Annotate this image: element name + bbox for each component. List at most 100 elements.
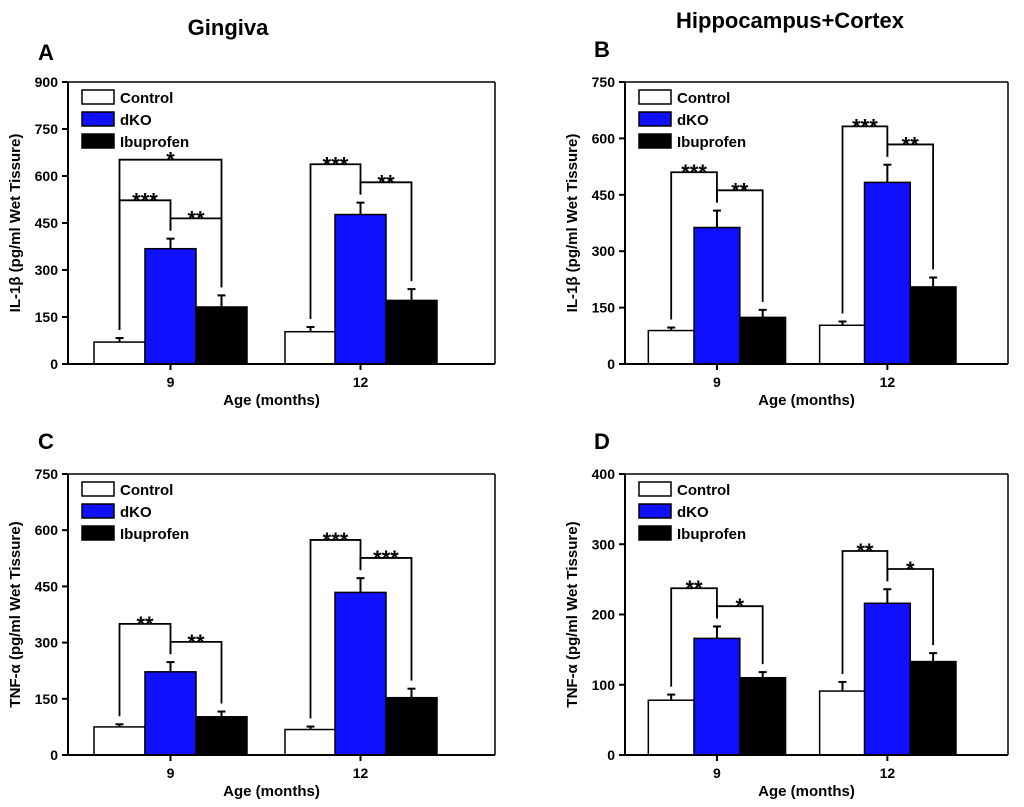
y-tick-label: 900 [35,74,59,90]
y-tick-label: 0 [607,747,615,763]
significance-bracket [670,171,718,320]
y-tick-label: 150 [35,691,59,707]
significance-label: *** [323,528,349,553]
bar-ibuprofen-12 [909,286,957,365]
panel-letter: A [38,40,54,65]
bar-control-9 [647,329,695,365]
significance-bracket [118,158,223,330]
legend-label-ibuprofen: Ibuprofen [677,526,746,543]
significance-bracket [670,587,718,687]
bar-ibuprofen-12 [909,660,957,756]
x-tick-label: 9 [167,374,175,390]
significance-bracket [359,557,413,681]
y-tick-label: 300 [592,243,616,259]
y-axis-title: TNF-α (pg/ml Wet Tissure) [564,521,581,707]
panel-letter: C [38,429,54,454]
bar-control-12 [284,728,337,756]
x-tick-label: 12 [353,374,369,390]
legend-swatch-ibuprofen [638,133,672,149]
bar-ibuprofen-9 [195,306,248,365]
y-axis-title: IL-1β (pg/ml Wet Tissure) [7,134,24,313]
y-tick-label: 0 [607,356,615,372]
bar-control-9 [93,726,146,756]
bar-dko-12 [334,213,387,365]
y-axis-title: IL-1β (pg/ml Wet Tissure) [564,134,581,313]
y-tick-label: 750 [592,74,616,90]
significance-bracket [841,550,889,674]
x-axis-title: Age (months) [223,392,320,409]
bar-control-12 [818,690,867,756]
y-tick-label: 750 [35,121,59,137]
bar-ibuprofen-12 [385,299,438,365]
y-tick-label: 450 [592,187,616,203]
y-tick-label: 150 [592,300,616,316]
legend-swatch-control [638,89,672,105]
x-axis-title: Age (months) [758,783,855,800]
significance-bracket [886,568,935,646]
bar-dko-12 [863,602,911,756]
legend-label-ibuprofen: Ibuprofen [120,134,189,151]
column-title-gingiva: Gingiva [188,15,269,40]
legend-label-control: Control [677,482,730,499]
bar-control-12 [284,330,337,365]
bar-dko-9 [693,226,741,365]
significance-label: ** [902,132,920,157]
significance-label: ** [686,576,704,601]
y-tick-label: 200 [592,607,616,623]
significance-bracket [886,143,935,270]
significance-bracket [716,605,764,665]
y-tick-label: 300 [592,536,616,552]
significance-label: ** [187,630,205,655]
y-tick-label: 0 [50,356,58,372]
bar-ibuprofen-9 [195,716,248,756]
significance-label: * [906,557,915,582]
significance-bracket [309,163,362,320]
legend-label-ibuprofen: Ibuprofen [677,134,746,151]
bar-ibuprofen-9 [739,676,787,756]
y-tick-label: 600 [35,522,59,538]
y-tick-label: 300 [35,635,59,651]
legend-swatch-dko [638,503,672,519]
significance-label: ** [377,170,395,195]
legend-swatch-control [81,481,115,497]
x-tick-label: 9 [713,374,721,390]
legend-swatch-dko [81,503,115,519]
legend-swatch-ibuprofen [81,133,115,149]
y-tick-label: 600 [35,168,59,184]
significance-label: *** [323,152,349,177]
significance-label: *** [681,160,707,185]
legend-label-ibuprofen: Ibuprofen [120,526,189,543]
column-title-hippocampus-cortex: Hippocampus+Cortex [676,8,905,33]
legend-swatch-dko [81,111,115,127]
panel-letter: D [594,429,610,454]
y-tick-label: 0 [50,747,58,763]
bar-dko-9 [693,637,741,756]
significance-label: ** [136,612,154,637]
bar-dko-9 [144,671,197,756]
legend-label-dko: dKO [120,504,152,521]
y-tick-label: 450 [35,215,59,231]
bar-control-12 [818,324,867,365]
significance-label: * [736,594,745,619]
legend-label-dko: dKO [120,112,152,129]
legend-label-control: Control [677,90,730,107]
legend-label-control: Control [120,482,173,499]
y-tick-label: 750 [35,466,59,482]
x-tick-label: 12 [353,765,369,781]
bar-ibuprofen-12 [385,696,438,756]
x-tick-label: 12 [880,765,896,781]
legend-label-dko: dKO [677,504,709,521]
legend-swatch-control [638,481,672,497]
bar-dko-12 [334,591,387,756]
x-axis-title: Age (months) [223,783,320,800]
significance-bracket [716,189,764,302]
y-tick-label: 100 [592,677,616,693]
legend-swatch-dko [638,111,672,127]
y-axis-title: TNF-α (pg/ml Wet Tissure) [7,521,24,707]
